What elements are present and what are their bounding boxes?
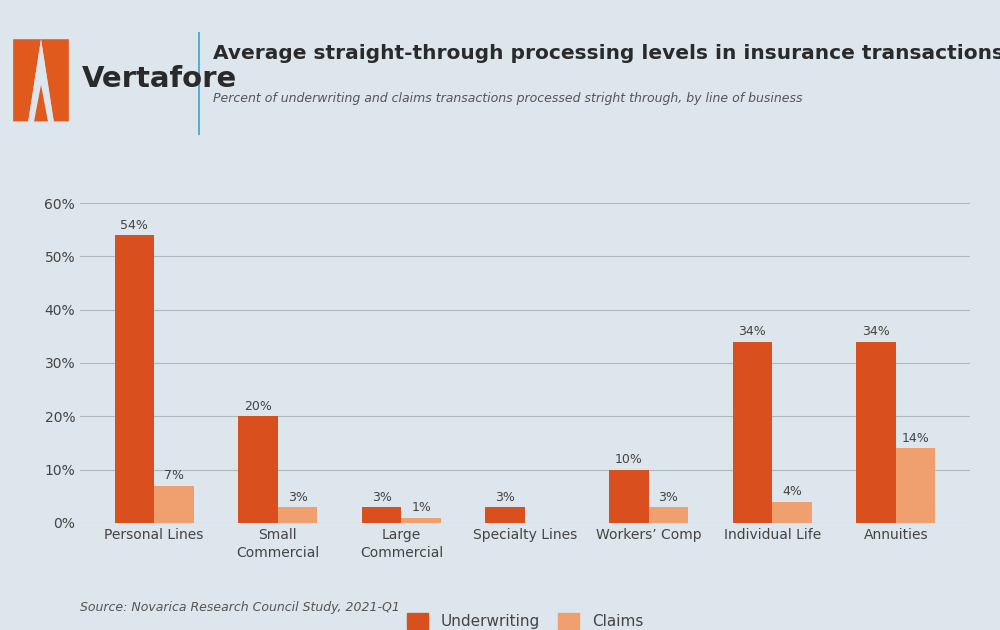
Text: 10%: 10% bbox=[615, 454, 643, 466]
Text: 1%: 1% bbox=[411, 501, 431, 514]
Text: 7%: 7% bbox=[164, 469, 184, 483]
Text: Vertafore: Vertafore bbox=[82, 65, 237, 93]
Bar bbox=[896, 449, 935, 523]
Bar bbox=[609, 469, 649, 523]
Text: Source: Novarica Research Council Study, 2021-Q1: Source: Novarica Research Council Study,… bbox=[80, 601, 400, 614]
Bar bbox=[772, 501, 812, 523]
Polygon shape bbox=[41, 39, 69, 122]
Text: 34%: 34% bbox=[862, 326, 890, 338]
Bar bbox=[649, 507, 688, 523]
Text: Average straight-through processing levels in insurance transactions: Average straight-through processing leve… bbox=[213, 44, 1000, 63]
Text: 3%: 3% bbox=[495, 491, 515, 504]
Text: 20%: 20% bbox=[244, 400, 272, 413]
Bar bbox=[401, 518, 441, 523]
Bar bbox=[733, 341, 772, 523]
Polygon shape bbox=[34, 85, 48, 122]
Legend: Underwriting, Claims: Underwriting, Claims bbox=[401, 607, 649, 630]
Polygon shape bbox=[28, 39, 54, 122]
Text: 3%: 3% bbox=[658, 491, 678, 504]
Text: 4%: 4% bbox=[782, 485, 802, 498]
Bar bbox=[362, 507, 401, 523]
Text: 14%: 14% bbox=[902, 432, 929, 445]
Text: 3%: 3% bbox=[372, 491, 392, 504]
Text: Percent of underwriting and claims transactions processed stright through, by li: Percent of underwriting and claims trans… bbox=[213, 93, 802, 105]
Text: 34%: 34% bbox=[739, 326, 766, 338]
Bar bbox=[238, 416, 278, 523]
Bar bbox=[278, 507, 317, 523]
Text: 3%: 3% bbox=[288, 491, 307, 504]
Polygon shape bbox=[13, 39, 41, 122]
Bar bbox=[485, 507, 525, 523]
Bar bbox=[856, 341, 896, 523]
Bar bbox=[115, 235, 154, 523]
Bar bbox=[154, 486, 194, 523]
Text: 54%: 54% bbox=[120, 219, 148, 232]
